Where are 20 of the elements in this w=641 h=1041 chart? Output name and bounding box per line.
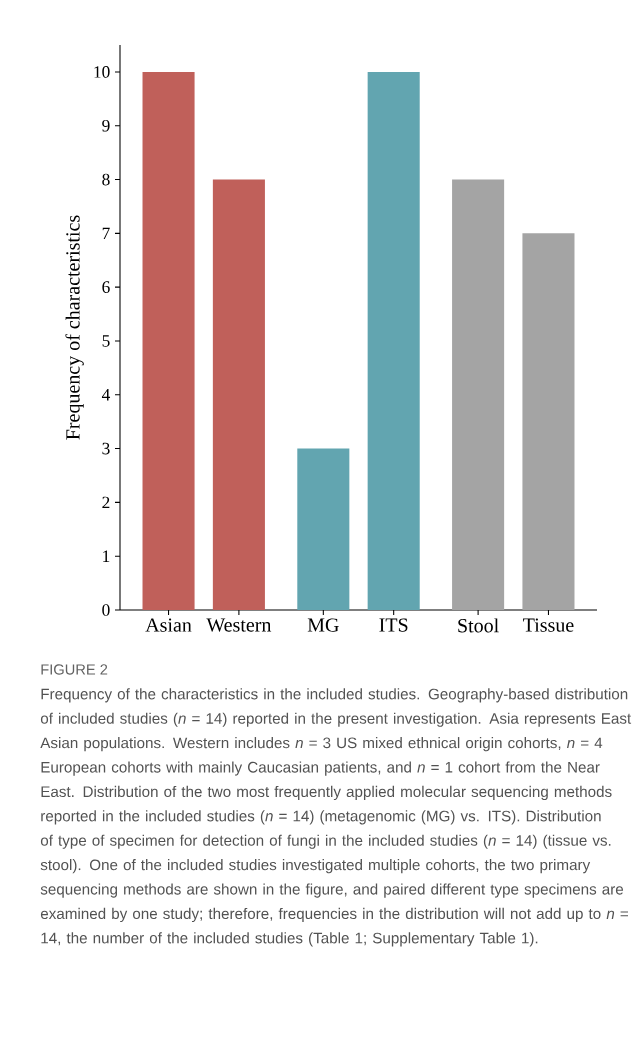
y-tick-label: 4 [101,389,111,401]
y-tick-label: 0 [102,604,110,616]
x-tick-label: Western [206,618,272,632]
y-tick-label: 2 [102,496,110,509]
y-tick-label: 9 [102,119,110,132]
y-axis-title: Frequency of characteristics [65,215,84,440]
y-tick-label: 10 [94,66,110,78]
x-tick-label: MG [307,618,339,632]
text: Frequency of the characteristics in the included studies. Geography-based distribution of included studies (n = 14) reported in the present investigation. Asia represents East Asian populations. Western includes n = 3 US mixed ethnical origin cohorts, n = 4 European cohorts with mainly Caucasian patients, and n = 1 cohort from the Near East. Distribution of the two most frequently applied molecular sequencing methods reported in the included studies (n = 14) (metagenomic (MG) vs. ITS). Distribution of type of specimen for detection of fungi in the included studies (n = 14) (tissue vs. stool). One of the included studies investigated multiple cohorts, the two primary sequencing methods are shown in the figure, and paired different type specimens are examined by one study; therefore, frequencies in the distribution will not add up to n = 14, the number of the included studies (Table 1; Supplementary Table 1). [40,688,632,947]
y-tick-label: 6 [102,281,110,293]
x-tick-label: Asian [145,618,192,632]
y-tick-label: 8 [102,173,110,186]
x-tick-label: Stool [458,618,499,633]
text: FIGURE 2 [41,664,108,675]
y-tick-label: 1 [103,550,110,562]
y-tick-label: 5 [102,335,110,347]
y-tick-label: 3 [102,442,110,455]
x-tick-label: Tissue [523,618,574,632]
y-tick-label: 7 [102,227,110,240]
x-tick-label: ITS [379,618,408,632]
